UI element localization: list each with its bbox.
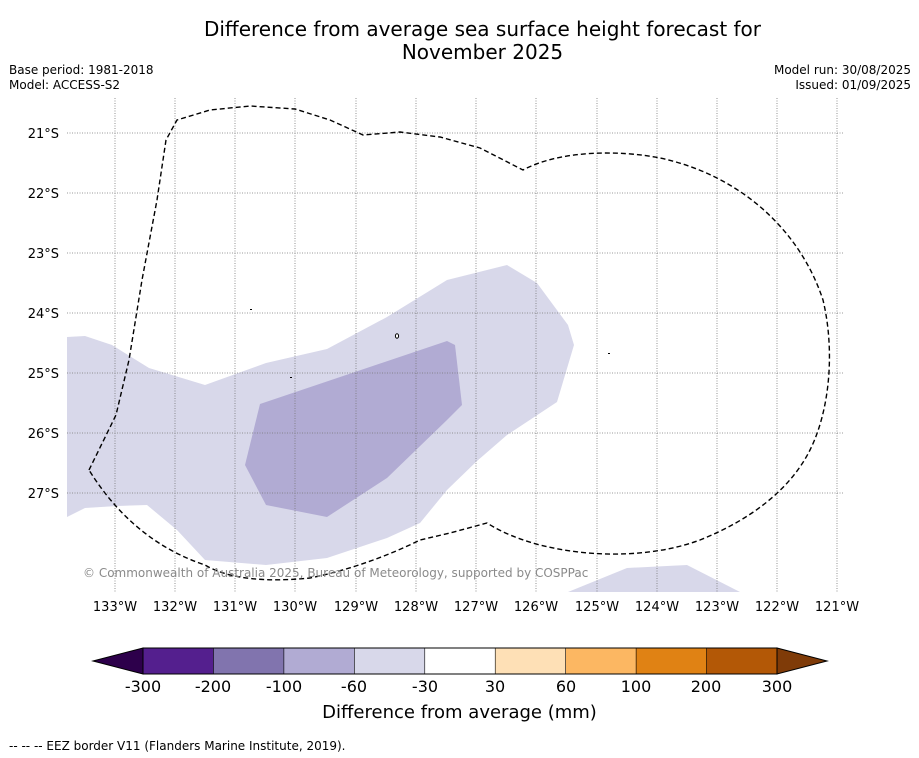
lon-label: 126°W (514, 600, 558, 615)
lon-label: 124°W (635, 600, 679, 615)
island-marker (290, 377, 292, 378)
colorbar-extend-high (776, 647, 829, 675)
lat-label: 24°S (28, 307, 59, 322)
island-marker (250, 309, 252, 310)
lon-label: 123°W (695, 600, 739, 615)
colorbar-swatch (142, 647, 215, 675)
colorbar-label: -300 (124, 677, 162, 696)
anomaly-band-minus-60-to-minus-30-south (568, 565, 740, 592)
colorbar-swatch (635, 647, 708, 675)
colorbar-label: 30 (484, 677, 506, 696)
lon-label: 128°W (394, 600, 438, 615)
forecast-info-left: Base period: 1981-2018 Model: ACCESS-S2 (9, 63, 154, 93)
colorbar-label: 200 (690, 677, 722, 696)
issued-date: Issued: 01/09/2025 (795, 78, 911, 92)
lon-label: 131°W (213, 600, 257, 615)
map-area (67, 265, 740, 592)
colorbar (91, 647, 829, 675)
forecast-info-right: Model run: 30/08/2025 Issued: 01/09/2025 (774, 63, 911, 93)
colorbar-swatch (424, 647, 496, 675)
colorbar-label: -200 (194, 677, 232, 696)
title-line-1: Difference from average sea surface heig… (203, 17, 762, 41)
longitude-labels: 133°W 132°W 131°W 130°W 129°W 128°W 127°… (93, 600, 859, 615)
lon-label: 133°W (93, 600, 137, 615)
lon-label: 129°W (334, 600, 378, 615)
lat-label: 22°S (28, 187, 59, 202)
colorbar-extend-low (91, 647, 144, 675)
lat-label: 27°S (28, 487, 59, 502)
lon-label: 122°W (755, 600, 799, 615)
lon-label: 127°W (454, 600, 498, 615)
lat-label: 25°S (28, 367, 59, 382)
anomaly-band-minus-100-to-minus-60 (245, 341, 462, 517)
page-title: Difference from average sea surface heig… (0, 18, 919, 64)
eez-border (88, 105, 831, 581)
island-marker (608, 353, 610, 354)
title-line-2: November 2025 (401, 40, 564, 64)
colorbar-label: -100 (265, 677, 303, 696)
colorbar-label: -30 (411, 677, 439, 696)
lat-label: 26°S (28, 427, 59, 442)
lon-label: 130°W (273, 600, 317, 615)
colorbar-label: 100 (620, 677, 652, 696)
colorbar-title: Difference from average (mm) (322, 702, 597, 723)
colorbar-swatches (142, 647, 778, 675)
colorbar-swatch (706, 647, 778, 675)
island-marker (394, 333, 400, 339)
colorbar-swatch (213, 647, 285, 675)
colorbar-label: -60 (340, 677, 368, 696)
colorbar-swatch (283, 647, 355, 675)
latitude-labels: 21°S 22°S 23°S 24°S 25°S 26°S 27°S (28, 127, 59, 502)
lon-label: 132°W (153, 600, 197, 615)
eez-footnote: -- -- -- EEZ border V11 (Flanders Marine… (9, 739, 346, 753)
colorbar-swatch (494, 647, 567, 675)
graticule (67, 98, 843, 592)
model-run-date: Model run: 30/08/2025 (773, 63, 911, 77)
colorbar-swatch (565, 647, 637, 675)
lon-label: 125°W (575, 600, 619, 615)
colorbar-swatch (354, 647, 426, 675)
lat-label: 23°S (28, 247, 59, 262)
lat-label: 21°S (28, 127, 59, 142)
base-period: Base period: 1981-2018 (9, 63, 154, 77)
colorbar-label: 60 (555, 677, 577, 696)
model-name: Model: ACCESS-S2 (9, 78, 121, 92)
islands (394, 333, 400, 339)
colorbar-label: 300 (761, 677, 793, 696)
lon-label: 121°W (815, 600, 859, 615)
island-dots (250, 309, 610, 378)
colorbar-outline (142, 647, 778, 675)
copyright-notice: © Commonwealth of Australia 2025, Bureau… (83, 566, 588, 580)
